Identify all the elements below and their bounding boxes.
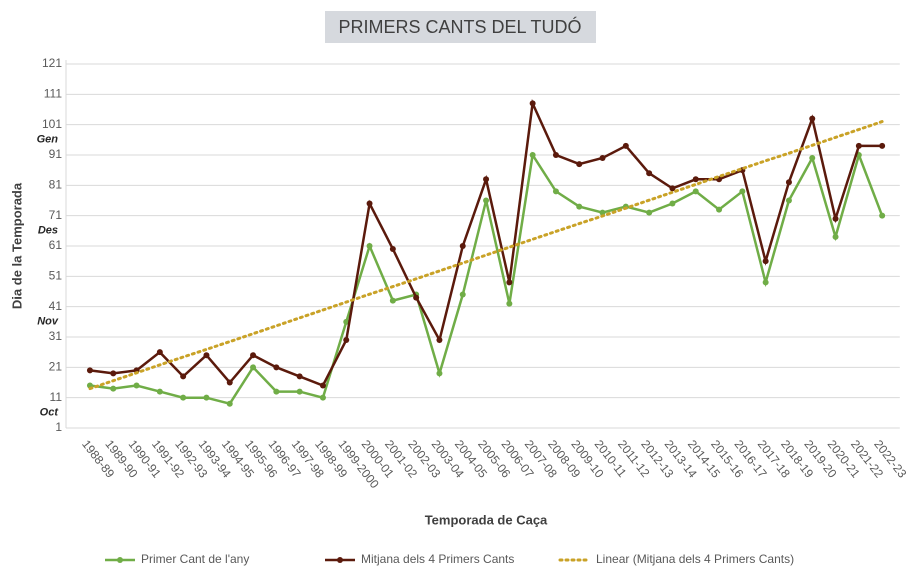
data-point	[296, 388, 303, 395]
data-point	[506, 279, 513, 286]
data-point	[389, 246, 396, 253]
y-axis-label: Dia de la Temporada	[9, 182, 24, 309]
data-point	[366, 243, 373, 249]
data-point	[273, 388, 280, 395]
legend-marker	[117, 557, 123, 563]
data-point	[343, 318, 350, 325]
legend-item: Primer Cant de l'any	[105, 552, 249, 566]
data-point	[250, 364, 257, 371]
data-point	[576, 203, 583, 210]
data-point	[692, 188, 699, 195]
data-point	[436, 337, 443, 344]
data-point	[529, 152, 536, 158]
data-point	[459, 243, 466, 249]
data-point	[483, 197, 490, 204]
data-point	[785, 179, 792, 186]
data-point	[180, 394, 187, 401]
data-point	[110, 385, 117, 392]
data-point	[692, 176, 699, 183]
y-tick-label: 11	[50, 390, 63, 404]
data-point	[762, 258, 769, 265]
data-point	[669, 185, 676, 192]
data-point	[203, 352, 210, 359]
data-point	[552, 188, 559, 195]
month-label: Oct	[40, 407, 60, 419]
data-point	[762, 279, 769, 286]
data-point	[156, 349, 163, 356]
y-tick-label: 51	[49, 269, 63, 283]
data-point	[413, 294, 420, 301]
y-tick-label: 31	[49, 329, 63, 343]
series-line	[88, 120, 884, 391]
data-point	[879, 142, 886, 149]
data-point	[879, 212, 886, 219]
legend-item: Linear (Mitjana dels 4 Primers Cants)	[558, 552, 794, 566]
legend-label: Primer Cant de l'any	[141, 552, 249, 566]
data-point	[646, 209, 653, 216]
month-label: Des	[38, 225, 58, 237]
data-point	[459, 291, 466, 298]
data-point	[855, 142, 862, 149]
legend-label: Mitjana dels 4 Primers Cants	[361, 552, 514, 566]
data-point	[785, 197, 792, 204]
data-point	[622, 142, 629, 149]
data-point	[319, 394, 326, 401]
y-tick-label: 71	[49, 208, 63, 222]
series-line	[89, 151, 884, 406]
data-point	[366, 200, 373, 207]
y-tick-label: 81	[49, 178, 63, 192]
data-point	[809, 115, 816, 122]
data-point	[809, 155, 816, 162]
data-point	[343, 337, 350, 344]
data-point	[226, 379, 233, 386]
data-point	[506, 300, 513, 307]
data-point	[552, 152, 559, 158]
data-point	[389, 297, 396, 304]
y-tick-label: 121	[42, 56, 62, 70]
legend-label: Linear (Mitjana dels 4 Primers Cants)	[596, 552, 794, 566]
data-point	[832, 215, 839, 222]
y-tick-label: 91	[49, 147, 63, 161]
data-point	[273, 364, 280, 371]
data-point	[296, 373, 303, 380]
data-point	[529, 100, 536, 107]
data-point	[86, 367, 93, 374]
title-box	[325, 11, 596, 43]
y-tick-label: 21	[49, 360, 63, 374]
data-point	[156, 388, 163, 395]
y-tick-label: 1	[55, 420, 62, 434]
x-axis-label: Temporada de Caça	[425, 512, 548, 527]
data-point	[319, 382, 326, 389]
data-point	[669, 200, 676, 207]
data-point	[599, 209, 606, 216]
data-point	[250, 352, 257, 359]
data-point	[646, 170, 653, 177]
month-label: Gen	[37, 134, 59, 146]
data-point	[716, 206, 723, 213]
legend-item: Mitjana dels 4 Primers Cants	[325, 552, 514, 566]
data-point	[599, 155, 606, 162]
data-point	[180, 373, 187, 380]
data-point	[739, 188, 746, 195]
series-line	[89, 98, 883, 388]
data-point	[832, 233, 839, 240]
legend-marker	[337, 557, 343, 563]
y-tick-label: 101	[42, 117, 62, 131]
chart-title: PRIMERS CANTS DEL TUDÓ	[338, 16, 581, 37]
data-point	[110, 370, 117, 377]
y-tick-label: 41	[49, 299, 63, 313]
data-point	[133, 382, 140, 389]
data-point	[203, 394, 210, 401]
data-point	[226, 400, 233, 407]
data-point	[483, 176, 490, 183]
data-point	[436, 370, 443, 377]
y-tick-label: 111	[44, 87, 63, 101]
data-point	[576, 161, 583, 168]
month-label: Nov	[37, 316, 59, 328]
y-tick-label: 61	[49, 238, 63, 252]
